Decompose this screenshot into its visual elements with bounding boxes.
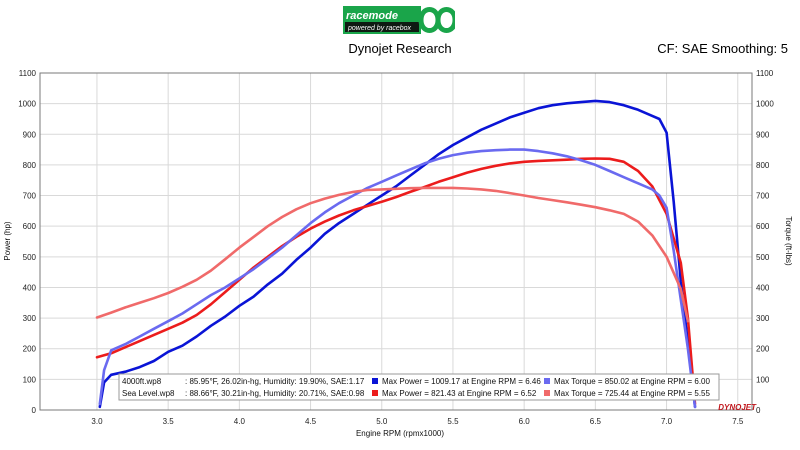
y-tick-label-left: 500 (23, 253, 37, 262)
legend-run-1-conditions: : 85.95°F, 26.02in-hg, Humidity: 19.90%,… (185, 377, 365, 386)
legend-run-2-conditions: : 88.66°F, 30.21in-hg, Humidity: 20.71%,… (185, 389, 365, 398)
y-tick-label-right: 800 (756, 161, 770, 170)
y-tick-label-left: 700 (23, 192, 37, 201)
plot-frame (39, 72, 753, 411)
y-tick-label-left: 0 (32, 406, 37, 415)
legend-entry: Max Torque = 850.02 at Engine RPM = 6.00 (554, 377, 711, 386)
y-tick-label-left: 900 (23, 130, 37, 139)
x-tick-label: 7.0 (661, 417, 673, 426)
legend-run-2-name: Sea Level.wp8 (122, 389, 175, 398)
legend-swatch (372, 390, 378, 396)
x-axis-label: Engine RPM (rpmx1000) (356, 429, 444, 438)
racemode-logo: racemode powered by racebox (343, 6, 455, 34)
y-tick-label-left: 200 (23, 345, 37, 354)
y-tick-label-left: 400 (23, 283, 37, 292)
legend-swatch (544, 390, 550, 396)
y-tick-label-right: 400 (756, 283, 770, 292)
legend-run-1-name: 4000ft.wp8 (122, 377, 162, 386)
legend-swatch (544, 378, 550, 384)
x-tick-label: 3.5 (163, 417, 175, 426)
legend-entry: Max Power = 1009.17 at Engine RPM = 6.46 (382, 377, 541, 386)
y-tick-label-left: 800 (23, 161, 37, 170)
x-tick-label: 5.0 (376, 417, 388, 426)
4000ft-wp8-power-line (98, 99, 697, 409)
y-tick-label-left: 100 (23, 375, 37, 384)
y-tick-label-right: 900 (756, 130, 770, 139)
y-axis-right-label: Torque (ft-lbs) (784, 216, 793, 266)
y-tick-label-left: 1100 (19, 69, 37, 78)
logo-text-top: racemode (346, 10, 398, 22)
series-lines (95, 99, 697, 409)
y-tick-label-right: 200 (756, 345, 770, 354)
y-tick-label-right: 500 (756, 253, 770, 262)
y-tick-label-right: 100 (756, 375, 770, 384)
legend-swatch (372, 378, 378, 384)
x-tick-label: 3.0 (91, 417, 103, 426)
page-title: Dynojet Research (348, 41, 452, 56)
correction-settings: CF: SAE Smoothing: 5 (657, 41, 788, 56)
sea-level-wp8-torque-line (95, 186, 690, 323)
y-tick-label-left: 600 (23, 222, 37, 231)
y-axis-left-label: Power (hp) (3, 221, 12, 260)
y-tick-label-right: 600 (756, 222, 770, 231)
y-tick-label-right: 1100 (756, 69, 774, 78)
legend-entry: Max Power = 821.43 at Engine RPM = 6.52 (382, 389, 537, 398)
x-tick-label: 4.5 (305, 417, 317, 426)
y-tick-label-right: 700 (756, 192, 770, 201)
axis-ticks: 3.0 3.5 4.0 4.5 5.0 5.5 6.0 6.5 7.0 7.5 0 0 100 100 20… (18, 69, 774, 426)
x-tick-label: 7.5 (732, 417, 744, 426)
dynojet-watermark: DYNOJET (718, 403, 757, 412)
x-tick-label: 6.0 (519, 417, 531, 426)
legend: 4000ft.wp8 : 85.95°F, 26.02in-hg, Humidi… (118, 373, 720, 401)
infinity-icon (418, 7, 455, 33)
y-tick-label-right: 0 (756, 406, 761, 415)
grid (40, 72, 752, 411)
y-tick-label-right: 1000 (756, 100, 774, 109)
legend-entry: Max Torque = 725.44 at Engine RPM = 5.55 (554, 389, 711, 398)
y-tick-label-left: 1000 (18, 100, 36, 109)
logo-text-bottom: powered by racebox (347, 25, 412, 32)
x-tick-label: 6.5 (590, 417, 602, 426)
4000ft-wp8-torque-line (98, 148, 697, 409)
x-tick-label: 5.5 (447, 417, 459, 426)
y-tick-label-right: 300 (756, 314, 770, 323)
sea-level-wp8-power-line (95, 157, 697, 406)
x-tick-label: 4.0 (234, 417, 246, 426)
y-tick-label-left: 300 (23, 314, 37, 323)
